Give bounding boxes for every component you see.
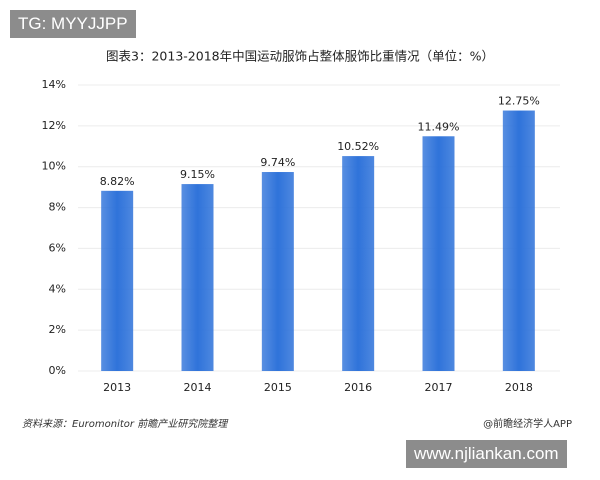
x-tick-label: 2013	[103, 381, 131, 394]
y-tick-label: 6%	[49, 241, 66, 254]
url-overlay: www.njliankan.com	[406, 440, 567, 468]
bar	[101, 190, 134, 371]
value-label: 11.49%	[418, 120, 460, 133]
tag-overlay: TG: MYYJJPP	[10, 10, 136, 38]
value-label: 10.52%	[337, 140, 379, 153]
y-tick-label: 14%	[42, 78, 66, 91]
bar	[342, 156, 375, 371]
y-tick-label: 2%	[49, 323, 66, 336]
y-tick-label: 0%	[49, 364, 66, 377]
value-label: 8.82%	[100, 175, 135, 188]
x-tick-label: 2017	[425, 381, 453, 394]
x-tick-label: 2015	[264, 381, 292, 394]
source-note: 资料来源：Euromonitor 前瞻产业研究院整理	[22, 418, 229, 430]
y-tick-label: 12%	[42, 119, 66, 132]
x-tick-label: 2018	[505, 381, 533, 394]
x-tick-label: 2014	[184, 381, 212, 394]
y-tick-label: 4%	[49, 282, 66, 295]
y-tick-label: 8%	[49, 201, 66, 214]
bar	[502, 110, 535, 372]
value-label: 9.15%	[180, 168, 215, 181]
value-label: 12.75%	[498, 95, 540, 108]
value-label: 9.74%	[260, 156, 295, 169]
bar	[181, 184, 214, 371]
y-tick-label: 10%	[42, 160, 66, 173]
x-tick-label: 2016	[344, 381, 372, 394]
chart-title: 图表3：2013-2018年中国运动服饰占整体服饰比重情况（单位：%）	[106, 49, 494, 64]
credit: @前瞻经济学人APP	[483, 417, 572, 430]
bar	[422, 136, 455, 371]
bar	[261, 172, 294, 371]
